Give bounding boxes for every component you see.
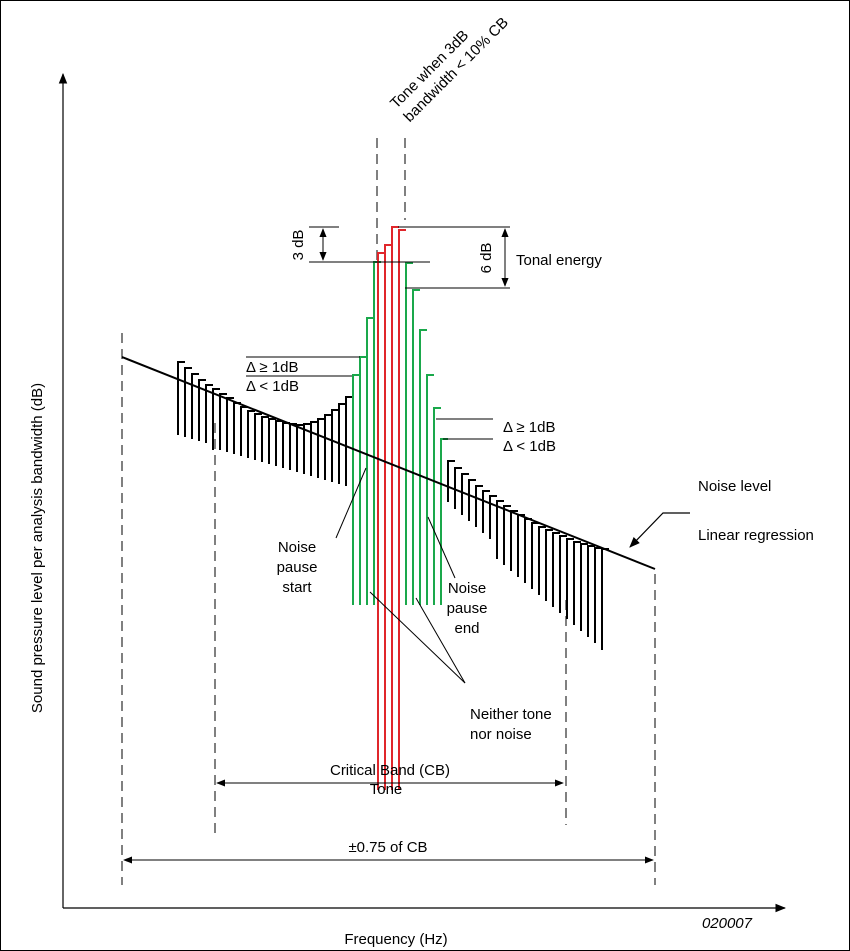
noise-bar xyxy=(552,532,560,607)
noise-bar xyxy=(303,423,311,474)
noise-level-label: Noise level xyxy=(698,478,771,495)
noise-bar xyxy=(503,505,511,565)
noise-bar xyxy=(587,545,595,637)
noise-bar xyxy=(289,423,297,470)
three-db-label: 3 dB xyxy=(290,230,307,261)
noise-bar xyxy=(538,526,546,595)
noise-bar xyxy=(261,416,269,462)
pause-bar xyxy=(412,289,420,605)
noise-bar xyxy=(559,535,567,613)
noise-level-leader xyxy=(629,512,690,548)
right-delta-lt-label: Δ < 1dB xyxy=(503,438,556,455)
noise-bar xyxy=(545,529,553,601)
tone-bandwidth-label: Tone when 3dB bandwidth < 10% CB xyxy=(387,14,512,125)
left-delta-markers xyxy=(246,356,360,377)
svg-text:pause: pause xyxy=(277,559,318,576)
noise-bar xyxy=(240,406,248,456)
noise-pause-end-label: Noise pause end xyxy=(447,580,488,637)
noise-bar xyxy=(226,397,234,452)
dashed-guides xyxy=(121,138,656,885)
noise-bar xyxy=(275,420,283,466)
noise-bar xyxy=(324,414,332,480)
pause-bar xyxy=(419,329,427,605)
noise-bar xyxy=(310,421,318,476)
noise-bar xyxy=(317,418,325,478)
right-delta-ge-label: Δ ≥ 1dB xyxy=(503,419,555,436)
noise-bar xyxy=(468,479,476,521)
noise-bar xyxy=(496,500,504,559)
noise-bar xyxy=(475,485,483,527)
noise-bar xyxy=(531,522,539,589)
noise-bar xyxy=(517,514,525,577)
tone-label: Tone xyxy=(370,781,403,798)
pause-bar xyxy=(433,407,441,605)
svg-text:start: start xyxy=(282,579,312,596)
left-delta-ge-label: Δ ≥ 1dB xyxy=(246,359,298,376)
noise-bar xyxy=(268,418,276,464)
right-delta-markers xyxy=(436,418,493,440)
noise-bar xyxy=(601,548,609,650)
neither-label: Neither tone nor noise xyxy=(470,706,552,743)
y-axis-label: Sound pressure level per analysis bandwi… xyxy=(29,383,46,713)
noise-bar xyxy=(447,460,455,502)
six-db-indicator xyxy=(398,226,510,289)
tone-bar xyxy=(398,229,406,790)
pause-bar xyxy=(359,356,367,605)
noise-bar xyxy=(212,388,220,450)
regression-line xyxy=(121,356,656,570)
extended-band-label: ±0.75 of CB xyxy=(348,839,427,856)
tone-bar xyxy=(384,244,392,790)
tone-bar xyxy=(391,226,399,790)
noise-bar xyxy=(191,373,199,439)
x-axis-label: Frequency (Hz) xyxy=(344,931,447,948)
pause-bar xyxy=(366,317,374,605)
linear-regression-label: Linear regression xyxy=(698,527,814,544)
noise-bar xyxy=(580,543,588,631)
noise-bar xyxy=(296,424,304,472)
noise-bar xyxy=(573,541,581,625)
noise-bar xyxy=(345,396,353,486)
noise-bar xyxy=(524,518,532,583)
noise-bar xyxy=(184,367,192,437)
noise-bar xyxy=(489,495,497,539)
pause-bar xyxy=(426,374,434,605)
noise-bar xyxy=(282,422,290,468)
svg-text:Neither tone: Neither tone xyxy=(470,706,552,723)
tone-bar xyxy=(377,252,385,790)
six-db-label: 6 dB xyxy=(478,243,495,274)
noise-pause-start-label: Noise pause start xyxy=(277,539,318,596)
svg-text:Noise: Noise xyxy=(448,580,486,597)
pause-bar xyxy=(352,374,360,605)
noise-bar xyxy=(566,538,574,619)
pause-bar xyxy=(405,262,413,605)
noise-bar xyxy=(205,384,213,443)
figure-id: 020007 xyxy=(702,915,753,932)
noise-bar xyxy=(454,467,462,509)
pause-end-leader xyxy=(427,516,456,579)
noise-bar xyxy=(482,490,490,533)
noise-bar xyxy=(198,379,206,441)
noise-bar xyxy=(177,361,185,435)
noise-bar xyxy=(247,410,255,458)
tonal-energy-label: Tonal energy xyxy=(516,252,602,269)
svg-text:end: end xyxy=(454,620,479,637)
svg-text:Noise: Noise xyxy=(278,539,316,556)
noise-bar xyxy=(594,547,602,643)
svg-text:pause: pause xyxy=(447,600,488,617)
left-delta-lt-label: Δ < 1dB xyxy=(246,378,299,395)
noise-bar xyxy=(461,473,469,515)
critical-band-label: Critical Band (CB) xyxy=(330,762,450,779)
three-db-indicator xyxy=(309,226,430,263)
noise-bar xyxy=(233,402,241,454)
noise-bar xyxy=(338,403,346,484)
neither-leaders xyxy=(369,591,466,684)
noise-bar xyxy=(510,510,518,571)
noise-bar xyxy=(219,393,227,450)
pause-start-leader xyxy=(335,467,367,539)
noise-bar xyxy=(254,413,262,460)
noise-bar xyxy=(331,409,339,482)
svg-text:nor noise: nor noise xyxy=(470,726,532,743)
